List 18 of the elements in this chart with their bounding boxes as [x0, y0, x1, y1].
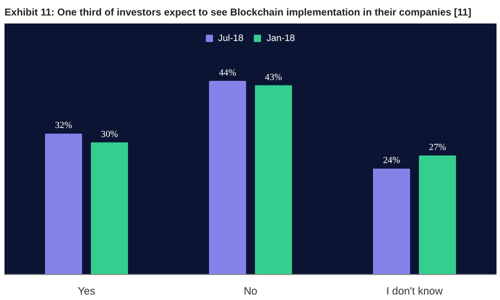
legend-label: Jan-18 [266, 33, 295, 43]
data-label: 24% [382, 156, 400, 166]
bar [373, 168, 410, 274]
bar [45, 134, 82, 274]
data-label: 30% [100, 130, 118, 140]
data-label: 27% [428, 143, 446, 154]
bar [418, 156, 456, 274]
bar [209, 80, 246, 274]
x-tick-label: I don't know [386, 286, 444, 298]
x-tick-label: Yes [78, 286, 96, 298]
bar [90, 142, 128, 274]
chart-title: Exhibit 11: One third of investors expect to see Blockchain implementation in their companies [11] [4, 8, 472, 18]
bar [254, 85, 292, 274]
data-label: 43% [264, 72, 282, 83]
data-label: 44% [218, 68, 236, 78]
x-tick-label: No [244, 286, 258, 298]
legend-label: Jul-18 [218, 33, 244, 43]
data-label: 32% [54, 121, 72, 132]
